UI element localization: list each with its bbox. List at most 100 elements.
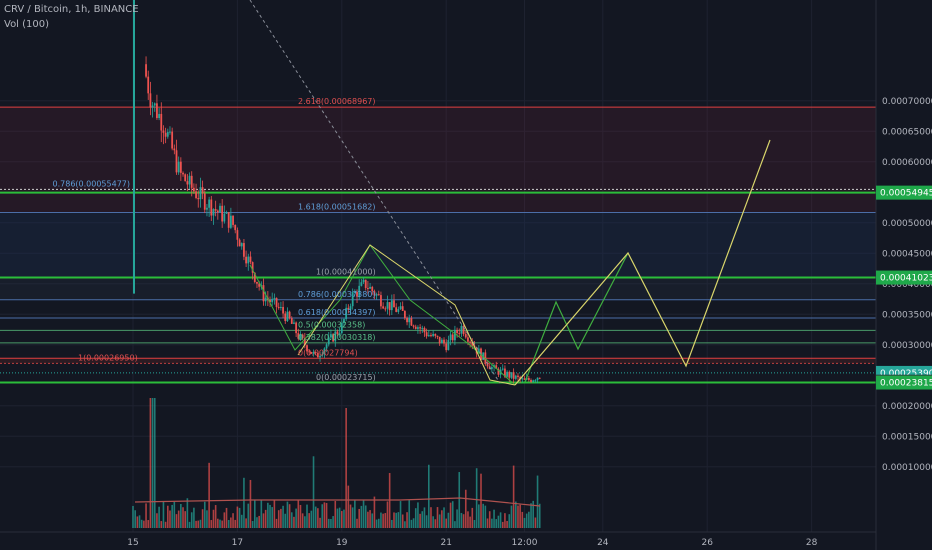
price-tick-label: 0.00030000 bbox=[882, 341, 932, 351]
volume-bar bbox=[499, 512, 502, 528]
volume-bar bbox=[136, 516, 139, 528]
volume-bar bbox=[182, 507, 184, 528]
volume-bar bbox=[504, 513, 506, 528]
volume-bar bbox=[273, 500, 276, 528]
candle-body bbox=[219, 205, 221, 213]
volume-bar bbox=[138, 515, 141, 528]
price-axis[interactable]: 0.00070000 0.00065000 0.00060000 0.00050000… bbox=[882, 97, 932, 473]
volume-bar bbox=[488, 511, 491, 528]
volume-bar bbox=[223, 512, 226, 528]
volume-bar bbox=[395, 512, 397, 528]
volume-bar bbox=[249, 479, 252, 528]
candle-body bbox=[323, 348, 326, 355]
candle-body bbox=[517, 375, 519, 378]
candle-body bbox=[306, 345, 308, 352]
price-badge-label: 0.00041023 bbox=[880, 274, 932, 284]
candle-body bbox=[208, 199, 211, 208]
candle-body bbox=[312, 351, 315, 354]
volume-bar bbox=[134, 510, 136, 528]
fib-level-label: 0.382(0.00030318) bbox=[298, 333, 376, 342]
candle-body bbox=[358, 285, 361, 297]
fib-level-label: 0.786(0.00055477) bbox=[53, 179, 131, 188]
candle-body bbox=[371, 286, 374, 292]
candle-body bbox=[277, 306, 280, 308]
candle-body bbox=[206, 207, 208, 210]
volume-bar bbox=[369, 510, 371, 528]
volume-bar bbox=[225, 507, 228, 528]
volume-bar bbox=[384, 513, 387, 528]
candle-body bbox=[501, 368, 504, 370]
volume-bar bbox=[330, 518, 332, 528]
candle-body bbox=[440, 339, 443, 344]
volume-bar bbox=[319, 517, 321, 528]
candle-body bbox=[382, 306, 385, 309]
candle-body bbox=[310, 352, 313, 354]
volume-bar bbox=[469, 516, 471, 528]
volume-bar bbox=[232, 513, 234, 528]
volume-bar bbox=[167, 505, 169, 528]
time-axis[interactable]: 15 17 19 21 12:00 24 26 28 bbox=[127, 538, 817, 548]
volume-bar bbox=[190, 512, 193, 528]
candle-body bbox=[212, 209, 215, 216]
candle-body bbox=[434, 333, 437, 336]
candle-body bbox=[264, 297, 267, 302]
volume-bar bbox=[512, 465, 515, 528]
volume-bar bbox=[482, 503, 484, 528]
candle-body bbox=[410, 318, 413, 326]
candle-body bbox=[484, 352, 487, 363]
candle-body bbox=[390, 300, 393, 311]
volume-bar bbox=[380, 512, 382, 528]
volume-bar bbox=[214, 505, 217, 528]
candle-body bbox=[343, 319, 345, 323]
candle-body bbox=[538, 377, 541, 379]
volume-bar bbox=[251, 521, 254, 528]
volume-indicator-label[interactable]: Vol (100) bbox=[4, 19, 50, 30]
price-tick-label: 0.00070000 bbox=[882, 97, 932, 107]
volume-bar bbox=[345, 408, 347, 528]
candle-body bbox=[497, 368, 500, 375]
candle-body bbox=[223, 213, 226, 222]
candle-body bbox=[297, 333, 300, 339]
candle-body bbox=[201, 187, 204, 194]
volume-bar bbox=[219, 519, 221, 528]
candle-body bbox=[147, 76, 150, 94]
candle-body bbox=[449, 334, 452, 341]
candle-body bbox=[530, 379, 532, 382]
volume-bar bbox=[277, 510, 280, 528]
candle-body bbox=[464, 334, 467, 338]
volume-bar bbox=[143, 520, 145, 528]
volume-bar bbox=[391, 519, 393, 528]
candle-body bbox=[353, 292, 356, 294]
volume-bar bbox=[382, 513, 384, 528]
volume-bar bbox=[351, 507, 354, 528]
volume-bar bbox=[349, 504, 352, 528]
volume-bar bbox=[460, 512, 463, 528]
candle-body bbox=[338, 333, 341, 335]
volume-bar bbox=[171, 504, 173, 528]
volume-bar bbox=[478, 504, 480, 528]
volume-bar bbox=[184, 511, 186, 528]
candle-body bbox=[316, 352, 319, 358]
volume-bar bbox=[282, 505, 284, 528]
candle-body bbox=[486, 362, 489, 367]
volume-bar bbox=[491, 518, 493, 528]
volume-bar bbox=[245, 518, 247, 528]
volume-bar bbox=[445, 518, 447, 528]
candle-body bbox=[367, 287, 369, 289]
volume-bar bbox=[341, 511, 343, 528]
candle-body bbox=[421, 327, 424, 329]
volume-bar bbox=[373, 496, 376, 528]
volume-bar bbox=[406, 512, 408, 528]
candle-body bbox=[190, 175, 193, 188]
volume-bar bbox=[234, 519, 237, 528]
volume-bar bbox=[256, 517, 258, 528]
volume-bar bbox=[158, 506, 160, 528]
fib-zone bbox=[0, 212, 876, 278]
volume-bar bbox=[201, 509, 204, 528]
volume-bar bbox=[441, 510, 443, 528]
fib-labels: 2.618(0.00068967) 1.618(0.00051682) 1(0.00… bbox=[53, 97, 376, 382]
candle-body bbox=[364, 279, 367, 288]
candle-body bbox=[275, 297, 278, 307]
dashed-trendline bbox=[249, 0, 501, 384]
